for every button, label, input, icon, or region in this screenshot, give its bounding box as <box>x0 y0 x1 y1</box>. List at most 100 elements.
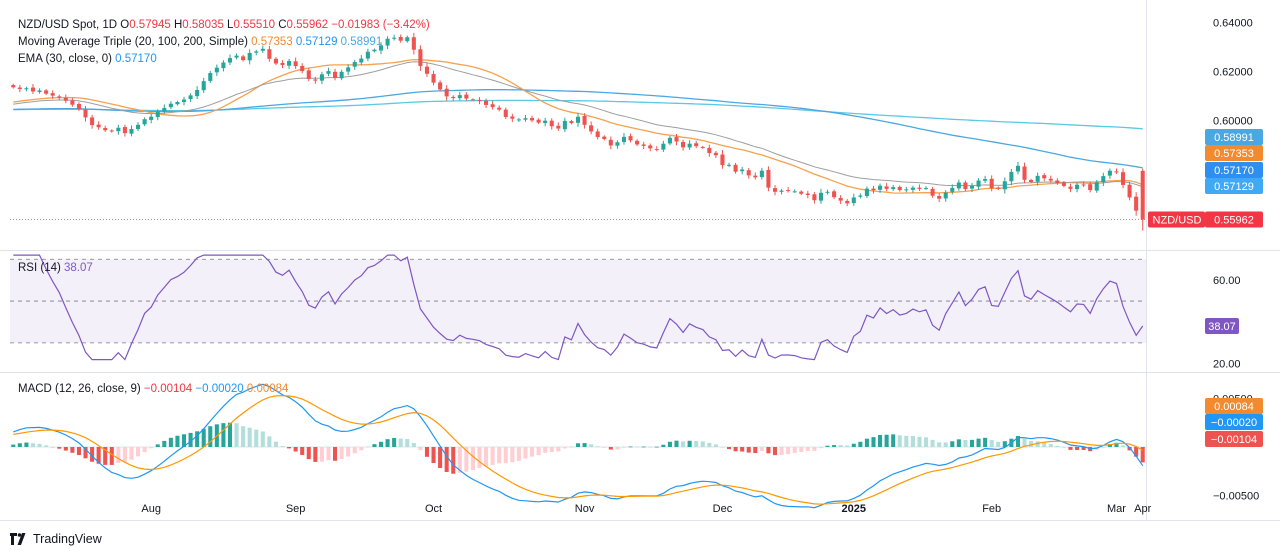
legend-low-label: L <box>227 19 234 31</box>
macd-histogram-bar <box>792 447 797 453</box>
candle-body <box>254 51 259 53</box>
candle-body <box>1015 165 1020 172</box>
macd-histogram-bar <box>1127 447 1132 451</box>
macd-histogram-bar <box>221 423 226 447</box>
macd-histogram-bar <box>359 447 364 451</box>
macd-histogram-bar <box>628 446 633 448</box>
macd-histogram-bar <box>845 445 850 447</box>
last-price-symbol-label: NZD/USD <box>1153 214 1202 226</box>
macd-histogram-bar <box>1048 444 1053 447</box>
candle-body <box>333 71 338 78</box>
price-axis-tick: 0.60000 <box>1213 115 1253 127</box>
candle-body <box>142 119 147 125</box>
macd-histogram-bar <box>17 443 22 447</box>
candle-body <box>818 192 823 201</box>
macd-histogram-bar <box>562 447 567 449</box>
macd-histogram-bar <box>687 440 692 447</box>
candle-body <box>37 90 42 92</box>
candle-body <box>1120 172 1126 185</box>
candle-body <box>372 49 377 52</box>
candle-body <box>234 55 239 58</box>
macd-histogram-bar <box>319 447 324 462</box>
rsi-axis-tick: 20.00 <box>1213 359 1241 371</box>
macd-histogram-bar <box>451 447 456 474</box>
macd-histogram-bar <box>333 447 338 461</box>
macd-histogram-bar <box>989 440 994 447</box>
candle-body <box>109 130 114 132</box>
candle-body <box>805 193 810 196</box>
candle-body <box>687 143 692 148</box>
candle-body <box>753 175 758 178</box>
candle-body <box>24 88 29 90</box>
candle-body <box>411 37 416 50</box>
candle-body <box>484 100 489 105</box>
candle-body <box>615 142 620 146</box>
macd-legend-signal: 0.00084 <box>247 383 289 395</box>
macd-histogram-bar <box>772 447 778 456</box>
candle-body <box>247 52 252 61</box>
candle-body <box>779 190 784 192</box>
macd-histogram-bar <box>267 436 272 447</box>
macd-histogram-bar <box>484 447 489 467</box>
ema30-line <box>13 61 1143 188</box>
candle-body <box>1094 182 1099 191</box>
price-tag-ema30 <box>1205 162 1263 178</box>
candle-body <box>516 119 521 121</box>
candle-body <box>136 124 141 129</box>
macd-histogram-bar <box>759 447 764 451</box>
macd-histogram-bar <box>1114 442 1119 447</box>
macd-legend-macd: −0.00020 <box>195 383 246 395</box>
candle-body <box>556 125 561 129</box>
macd-histogram-bar <box>713 444 718 447</box>
macd-histogram-bar <box>871 437 876 447</box>
candle-body <box>956 182 961 189</box>
macd-histogram-bar <box>615 447 620 450</box>
candle-body <box>398 36 403 41</box>
candle-body <box>1134 196 1139 211</box>
candle-body <box>904 189 909 191</box>
macd-histogram-bar <box>983 437 988 447</box>
legend-close-label: C <box>278 19 286 31</box>
macd-histogram-bar <box>726 447 732 450</box>
candle-body <box>661 143 666 150</box>
rsi-value-tag-label: 38.07 <box>1208 321 1236 333</box>
candle-body <box>451 96 456 99</box>
candle-body <box>858 195 863 197</box>
candle-body <box>181 99 187 103</box>
macd-histogram-bar <box>963 440 968 447</box>
candle-body <box>162 107 167 112</box>
tradingview-footer[interactable]: TradingView <box>10 531 102 547</box>
macd-histogram-bar <box>477 447 482 468</box>
candle-body <box>339 71 344 79</box>
legend-low: 0.55510 <box>233 19 278 31</box>
macd-histogram-bar <box>1107 444 1112 447</box>
macd-histogram-bar <box>247 427 252 447</box>
candle-body <box>1075 184 1080 190</box>
candle-body <box>497 107 502 110</box>
macd-histogram-bar <box>536 447 541 456</box>
candle-body <box>313 79 318 81</box>
time-axis-label: Aug <box>141 503 161 515</box>
candle-body <box>812 194 817 201</box>
macd-histogram-bar <box>838 445 843 447</box>
macd-histogram-bar <box>694 440 699 447</box>
macd-histogram-bar <box>44 445 49 447</box>
candle-body <box>746 170 751 176</box>
macd-histogram-bar <box>740 447 745 452</box>
candle-body <box>96 124 101 128</box>
macd-histogram-bar <box>1101 447 1106 448</box>
candle-body <box>149 116 154 120</box>
price-axis-tick: 0.64000 <box>1213 17 1253 29</box>
macd-histogram-bar <box>30 443 36 447</box>
candle-body <box>595 131 600 138</box>
candle-body <box>641 144 646 146</box>
macd-tag-label-macd: −0.00020 <box>1211 417 1257 429</box>
candle-body <box>424 66 430 74</box>
candle-body <box>30 87 36 92</box>
macd-histogram-bar <box>142 447 147 453</box>
macd-histogram-bar <box>175 435 180 447</box>
macd-histogram-bar <box>411 443 416 447</box>
candle-body <box>11 85 16 88</box>
macd-histogram-bar <box>346 447 351 457</box>
